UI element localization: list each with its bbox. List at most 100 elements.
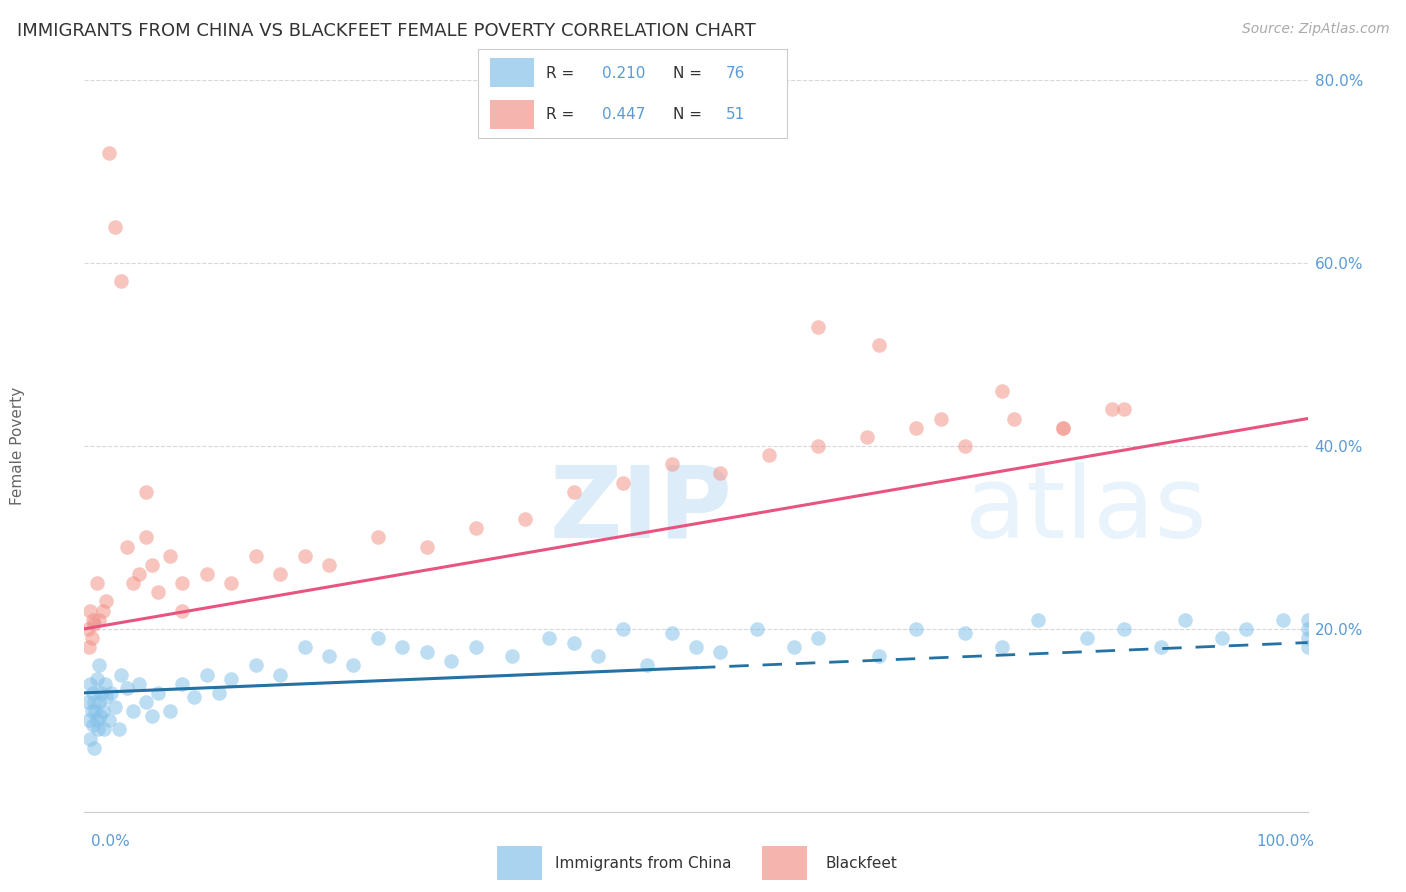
- Point: [107, 723, 129, 737]
- Point: [416, 645, 439, 659]
- Point: [82, 613, 104, 627]
- Point: [77, 622, 100, 636]
- Point: [91, 603, 114, 617]
- Point: [172, 676, 194, 690]
- Point: [96, 690, 118, 705]
- Point: [122, 576, 145, 591]
- Point: [905, 421, 928, 435]
- Point: [104, 219, 127, 234]
- Point: [135, 484, 157, 499]
- Point: [1211, 631, 1233, 645]
- Point: [318, 649, 340, 664]
- Point: [141, 708, 163, 723]
- Text: IMMIGRANTS FROM CHINA VS BLACKFEET FEMALE POVERTY CORRELATION CHART: IMMIGRANTS FROM CHINA VS BLACKFEET FEMAL…: [17, 22, 755, 40]
- Point: [195, 667, 218, 681]
- Point: [502, 649, 524, 664]
- Point: [195, 567, 218, 582]
- Text: ZIP: ZIP: [550, 461, 733, 558]
- Point: [94, 676, 117, 690]
- Point: [464, 640, 486, 655]
- Point: [83, 695, 105, 709]
- Point: [1076, 631, 1098, 645]
- Point: [128, 676, 150, 690]
- Point: [159, 704, 181, 718]
- Point: [869, 338, 891, 352]
- Text: N =: N =: [673, 66, 707, 80]
- Point: [82, 718, 104, 732]
- Point: [1150, 640, 1173, 655]
- Point: [86, 672, 108, 686]
- Point: [758, 448, 780, 462]
- Point: [110, 667, 132, 681]
- Point: [612, 475, 634, 490]
- Point: [135, 695, 157, 709]
- Point: [86, 714, 108, 728]
- Point: [79, 603, 101, 617]
- Point: [1236, 622, 1258, 636]
- Point: [869, 649, 891, 664]
- Point: [269, 567, 291, 582]
- Point: [96, 594, 118, 608]
- Point: [115, 540, 138, 554]
- Point: [562, 635, 585, 649]
- Point: [709, 645, 731, 659]
- Point: [294, 549, 316, 563]
- Point: [1002, 411, 1025, 425]
- Point: [856, 430, 879, 444]
- Point: [661, 626, 683, 640]
- Point: [89, 708, 111, 723]
- Point: [110, 275, 132, 289]
- Point: [97, 714, 120, 728]
- Point: [991, 384, 1014, 399]
- Point: [953, 626, 976, 640]
- Point: [128, 567, 150, 582]
- Text: 0.210: 0.210: [602, 66, 645, 80]
- Point: [83, 740, 105, 755]
- Point: [636, 658, 658, 673]
- Point: [1052, 421, 1074, 435]
- Point: [1272, 613, 1295, 627]
- Point: [91, 704, 114, 718]
- Point: [82, 686, 104, 700]
- Point: [79, 731, 101, 746]
- Text: atlas: atlas: [965, 461, 1206, 558]
- Point: [807, 631, 830, 645]
- Point: [1296, 622, 1319, 636]
- Point: [685, 640, 707, 655]
- Bar: [762, 846, 807, 880]
- Point: [83, 617, 105, 632]
- Point: [269, 667, 291, 681]
- Point: [991, 640, 1014, 655]
- Point: [661, 458, 683, 472]
- Point: [562, 484, 585, 499]
- Point: [929, 411, 952, 425]
- Point: [183, 690, 205, 705]
- Point: [115, 681, 138, 696]
- Point: [1028, 613, 1050, 627]
- Point: [84, 704, 107, 718]
- Point: [208, 686, 231, 700]
- Point: [612, 622, 634, 636]
- Point: [513, 512, 536, 526]
- Point: [1174, 613, 1197, 627]
- Point: [104, 699, 127, 714]
- Point: [87, 613, 110, 627]
- Point: [97, 146, 120, 161]
- Point: [440, 654, 463, 668]
- Point: [294, 640, 316, 655]
- Point: [367, 631, 389, 645]
- Point: [391, 640, 413, 655]
- Text: Source: ZipAtlas.com: Source: ZipAtlas.com: [1241, 22, 1389, 37]
- Text: Blackfeet: Blackfeet: [825, 855, 897, 871]
- Point: [538, 631, 561, 645]
- Point: [79, 676, 101, 690]
- Point: [807, 439, 830, 453]
- Text: 0.0%: 0.0%: [91, 834, 131, 849]
- Point: [146, 686, 169, 700]
- Point: [1296, 631, 1319, 645]
- Point: [77, 714, 100, 728]
- Point: [87, 658, 110, 673]
- Point: [172, 576, 194, 591]
- Point: [219, 576, 242, 591]
- Point: [709, 467, 731, 481]
